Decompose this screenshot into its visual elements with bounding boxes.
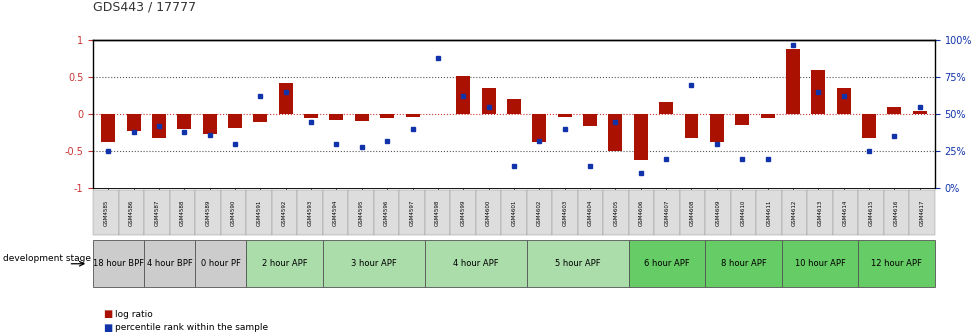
Bar: [379, 114, 394, 118]
Text: 8 hour APF: 8 hour APF: [720, 259, 766, 268]
Bar: [658, 102, 673, 114]
Bar: [304, 114, 318, 118]
Bar: [811, 70, 824, 114]
Bar: [862, 114, 875, 138]
Text: GSM4612: GSM4612: [791, 199, 796, 226]
Text: GSM4598: GSM4598: [434, 199, 439, 226]
Bar: [126, 114, 141, 130]
Text: GSM4587: GSM4587: [155, 199, 159, 226]
Text: GSM4613: GSM4613: [817, 199, 822, 226]
Text: 4 hour BPF: 4 hour BPF: [147, 259, 193, 268]
Bar: [228, 114, 242, 128]
Text: GSM4614: GSM4614: [842, 199, 847, 226]
Text: 3 hour APF: 3 hour APF: [350, 259, 396, 268]
Bar: [760, 114, 774, 118]
Text: development stage: development stage: [3, 254, 91, 263]
Text: log ratio: log ratio: [114, 310, 153, 319]
Text: GSM4607: GSM4607: [664, 199, 669, 226]
Bar: [481, 88, 495, 114]
Text: ■: ■: [103, 323, 111, 333]
Text: GSM4593: GSM4593: [307, 199, 312, 226]
Text: GSM4608: GSM4608: [689, 199, 694, 226]
Text: GSM4591: GSM4591: [256, 199, 261, 226]
Text: GSM4585: GSM4585: [103, 199, 109, 226]
Bar: [456, 76, 469, 114]
Bar: [911, 111, 926, 114]
Bar: [734, 114, 748, 125]
Text: GSM4589: GSM4589: [205, 199, 210, 226]
Bar: [330, 114, 343, 120]
Bar: [836, 88, 850, 114]
Text: percentile rank within the sample: percentile rank within the sample: [114, 323, 267, 332]
Bar: [583, 114, 597, 126]
Text: 4 hour APF: 4 hour APF: [453, 259, 498, 268]
Text: GSM4606: GSM4606: [639, 199, 644, 226]
Bar: [709, 114, 723, 142]
Text: 2 hour APF: 2 hour APF: [261, 259, 307, 268]
Text: GSM4600: GSM4600: [485, 199, 490, 226]
Text: ■: ■: [103, 309, 111, 319]
Text: GSM4610: GSM4610: [740, 199, 745, 226]
Text: GSM4617: GSM4617: [918, 199, 924, 226]
Text: 6 hour APF: 6 hour APF: [644, 259, 689, 268]
Text: 5 hour APF: 5 hour APF: [555, 259, 600, 268]
Text: 18 hour BPF: 18 hour BPF: [93, 259, 144, 268]
Bar: [684, 114, 697, 138]
Text: GSM4599: GSM4599: [460, 199, 465, 226]
Bar: [253, 114, 267, 122]
Text: GSM4616: GSM4616: [893, 199, 898, 226]
Text: GSM4611: GSM4611: [766, 199, 771, 226]
Text: GSM4605: GSM4605: [613, 199, 618, 226]
Text: GSM4590: GSM4590: [231, 199, 236, 226]
Bar: [785, 49, 799, 114]
Text: GSM4588: GSM4588: [180, 199, 185, 226]
Bar: [101, 114, 115, 142]
Text: GSM4586: GSM4586: [129, 199, 134, 226]
Text: GSM4615: GSM4615: [867, 199, 872, 226]
Bar: [354, 114, 369, 121]
Bar: [177, 114, 191, 129]
Text: 0 hour PF: 0 hour PF: [200, 259, 241, 268]
Text: GSM4604: GSM4604: [588, 199, 593, 226]
Bar: [152, 114, 165, 138]
Text: GSM4592: GSM4592: [282, 199, 287, 226]
Bar: [279, 83, 292, 114]
Text: GSM4601: GSM4601: [511, 199, 516, 226]
Bar: [202, 114, 216, 134]
Bar: [405, 114, 420, 117]
Text: 10 hour APF: 10 hour APF: [794, 259, 845, 268]
Text: GSM4602: GSM4602: [537, 199, 542, 226]
Bar: [607, 114, 622, 151]
Text: GSM4609: GSM4609: [715, 199, 720, 226]
Text: GDS443 / 17777: GDS443 / 17777: [93, 0, 196, 13]
Text: GSM4595: GSM4595: [358, 199, 363, 226]
Text: GSM4597: GSM4597: [409, 199, 414, 226]
Text: GSM4603: GSM4603: [562, 199, 567, 226]
Bar: [886, 107, 901, 114]
Bar: [532, 114, 546, 142]
Text: 12 hour APF: 12 hour APF: [870, 259, 921, 268]
Bar: [507, 99, 520, 114]
Text: GSM4594: GSM4594: [333, 199, 337, 226]
Bar: [557, 114, 571, 117]
Bar: [633, 114, 647, 160]
Text: GSM4596: GSM4596: [383, 199, 388, 226]
